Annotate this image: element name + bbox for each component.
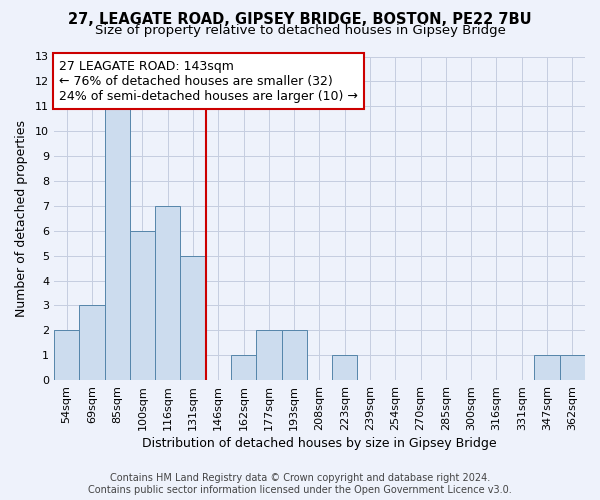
Bar: [54, 330, 79, 380]
Bar: [104, 106, 130, 380]
Text: 27 LEAGATE ROAD: 143sqm
← 76% of detached houses are smaller (32)
24% of semi-de: 27 LEAGATE ROAD: 143sqm ← 76% of detache…: [59, 60, 358, 102]
Bar: [256, 330, 281, 380]
Bar: [79, 306, 104, 380]
Bar: [231, 356, 256, 380]
Text: Size of property relative to detached houses in Gipsey Bridge: Size of property relative to detached ho…: [95, 24, 505, 37]
Y-axis label: Number of detached properties: Number of detached properties: [15, 120, 28, 317]
Bar: [560, 356, 585, 380]
Bar: [155, 206, 181, 380]
Bar: [535, 356, 560, 380]
Bar: [181, 256, 206, 380]
Text: 27, LEAGATE ROAD, GIPSEY BRIDGE, BOSTON, PE22 7BU: 27, LEAGATE ROAD, GIPSEY BRIDGE, BOSTON,…: [68, 12, 532, 28]
Bar: [130, 231, 155, 380]
Bar: [332, 356, 358, 380]
Text: Contains HM Land Registry data © Crown copyright and database right 2024.
Contai: Contains HM Land Registry data © Crown c…: [88, 474, 512, 495]
Bar: [281, 330, 307, 380]
X-axis label: Distribution of detached houses by size in Gipsey Bridge: Distribution of detached houses by size …: [142, 437, 497, 450]
